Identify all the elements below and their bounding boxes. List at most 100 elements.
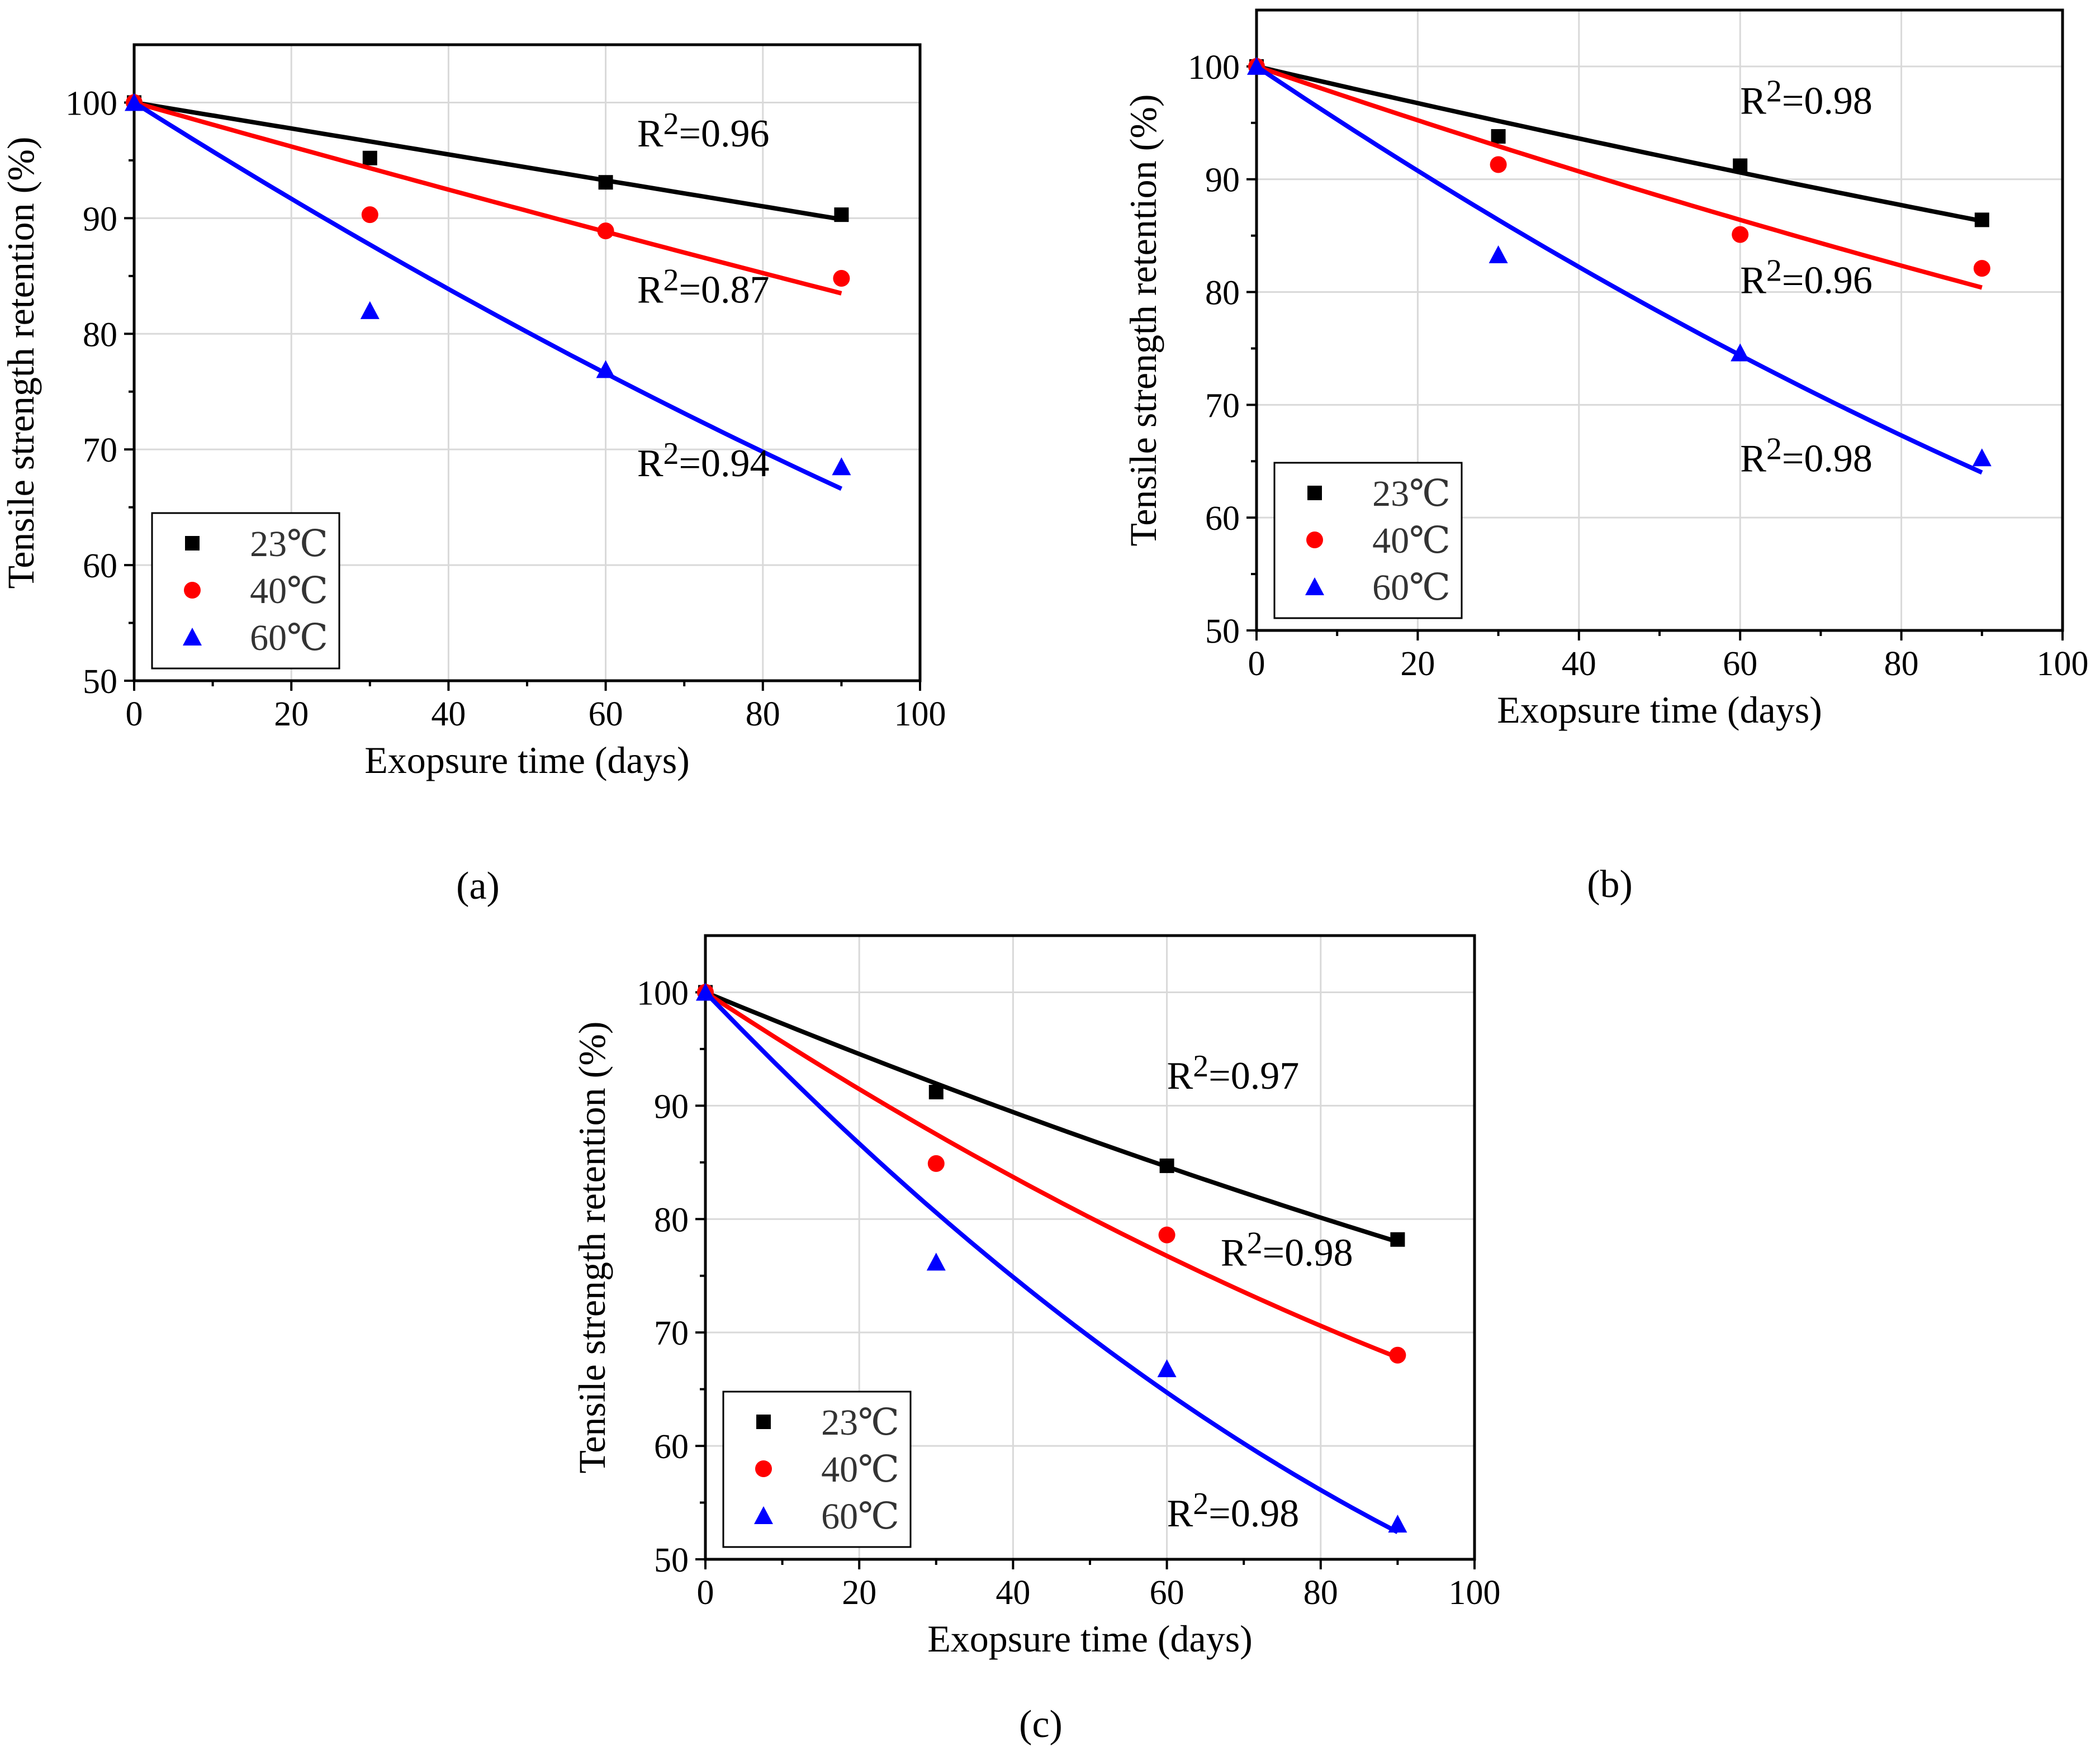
r-squared-label: R2=0.98 — [1740, 74, 1873, 123]
fit-line-circle — [704, 990, 1399, 1360]
legend-label: 23℃ — [1372, 473, 1450, 514]
x-tick-label: 80 — [1884, 645, 1919, 683]
r-squared-label: R2=0.96 — [1740, 254, 1873, 302]
legend-marker-square — [756, 1415, 771, 1429]
r-squared-superscript: 2 — [1193, 1049, 1208, 1084]
r-squared-superscript: 2 — [1766, 431, 1782, 466]
r-squared-symbol: R — [1221, 1231, 1247, 1274]
legend-marker-square — [1307, 486, 1322, 500]
legend-label: 60℃ — [821, 1496, 899, 1537]
x-tick-label: 40 — [1562, 645, 1596, 683]
data-point-triangle — [1247, 56, 1266, 75]
legend-marker-circle — [184, 582, 201, 599]
data-point-square — [1159, 1158, 1174, 1173]
data-point-square — [834, 207, 849, 222]
y-tick-label: 50 — [654, 1541, 689, 1579]
data-point-triangle — [360, 301, 380, 319]
data-point-triangle — [832, 457, 851, 476]
r-squared-value: =0.98 — [1263, 1231, 1353, 1274]
data-point-circle — [597, 222, 614, 240]
r-squared-value: =0.94 — [679, 442, 770, 485]
fit-line-triangle — [132, 101, 843, 491]
legend-label: 23℃ — [250, 524, 328, 564]
r-squared-superscript: 2 — [1193, 1487, 1208, 1521]
r-squared-value: =0.96 — [1782, 259, 1873, 302]
legend-marker-triangle — [1305, 577, 1324, 595]
data-point-square — [928, 1085, 944, 1100]
x-tick-label: 60 — [1723, 645, 1757, 683]
r-squared-label: R2=0.97 — [1167, 1049, 1300, 1098]
data-point-circle — [1389, 1346, 1406, 1364]
y-tick-label: 100 — [65, 84, 117, 122]
y-tick-label: 70 — [83, 431, 117, 469]
r-squared-superscript: 2 — [663, 263, 679, 297]
y-tick-label: 90 — [83, 200, 117, 238]
fit-line-square — [704, 990, 1399, 1244]
x-tick-label: 60 — [1150, 1574, 1184, 1612]
x-tick-label: 40 — [431, 695, 466, 733]
r-squared-value: =0.98 — [1208, 1492, 1299, 1535]
data-point-circle — [927, 1155, 945, 1172]
r-squared-label: R2=0.96 — [637, 107, 770, 155]
data-point-triangle — [926, 1252, 946, 1271]
r-squared-symbol: R — [1167, 1492, 1193, 1535]
x-tick-label: 0 — [697, 1574, 714, 1612]
data-point-circle — [833, 269, 850, 287]
legend-marker-circle — [755, 1460, 772, 1477]
fit-line-square — [134, 100, 842, 222]
chart-panel-c: 0 20 40 60 80 100 50 60 70 80 90 100 Exopsure time (… — [571, 934, 1501, 1660]
data-point-triangle — [1731, 343, 1750, 362]
r-squared-label: R2=0.98 — [1167, 1487, 1300, 1535]
r-squared-value: =0.96 — [679, 112, 770, 155]
data-point-square — [598, 175, 613, 190]
x-tick-label: 0 — [1248, 645, 1265, 683]
data-point-circle — [1490, 156, 1507, 173]
y-tick-label: 50 — [83, 663, 117, 701]
panel-label-a: (a) — [456, 865, 500, 908]
data-point-square — [1390, 1232, 1405, 1247]
r-squared-value: =0.97 — [1208, 1055, 1299, 1098]
r-squared-label: R2=0.94 — [637, 436, 770, 485]
data-point-circle — [361, 206, 378, 224]
r-squared-superscript: 2 — [1766, 254, 1782, 288]
data-point-square — [1974, 212, 1989, 227]
x-tick-label: 80 — [746, 695, 780, 733]
y-tick-label: 90 — [654, 1088, 689, 1126]
r-squared-label: R2=0.98 — [1740, 431, 1873, 480]
x-tick-label: 40 — [996, 1574, 1030, 1612]
r-squared-symbol: R — [637, 268, 663, 311]
legend-label: 40℃ — [821, 1449, 899, 1490]
r-squared-symbol: R — [1740, 259, 1766, 302]
y-tick-label: 90 — [1205, 162, 1240, 200]
r-squared-superscript: 2 — [663, 436, 679, 471]
y-axis-label: Tensile strength retention (%) — [1122, 94, 1164, 546]
y-tick-label: 80 — [83, 316, 117, 354]
x-axis-label: Exopsure time (days) — [927, 1617, 1253, 1660]
r-squared-value: =0.98 — [1782, 80, 1873, 123]
r-squared-label: R2=0.87 — [637, 263, 770, 311]
r-squared-superscript: 2 — [663, 107, 679, 141]
data-point-triangle — [1388, 1515, 1407, 1533]
y-tick-label: 80 — [1205, 274, 1240, 312]
r-squared-symbol: R — [1167, 1055, 1193, 1098]
y-axis-label: Tensile strength retention (%) — [571, 1021, 613, 1473]
legend-marker-square — [185, 536, 200, 551]
legend-label: 23℃ — [821, 1402, 899, 1443]
fit-line-circle — [133, 100, 842, 296]
data-point-circle — [1158, 1226, 1175, 1244]
chart-panel-b: 0 20 40 60 80 100 50 60 70 80 90 100 Exopsure time (… — [1122, 8, 2089, 731]
data-point-triangle — [125, 93, 144, 111]
fit-line-circle — [1255, 64, 1983, 290]
x-tick-label: 100 — [1449, 1574, 1501, 1612]
y-tick-label: 100 — [637, 974, 689, 1012]
r-squared-superscript: 2 — [1247, 1226, 1263, 1260]
y-axis-label: Tensile strength retention (%) — [0, 136, 42, 589]
data-point-triangle — [1972, 448, 1992, 467]
x-tick-label: 0 — [126, 695, 143, 733]
panel-label-b: (b) — [1587, 863, 1633, 906]
fit-line-square — [1256, 64, 1983, 224]
data-point-triangle — [1157, 1359, 1177, 1378]
data-point-square — [1491, 129, 1506, 144]
legend-marker-triangle — [183, 628, 202, 646]
data-point-circle — [1732, 226, 1749, 243]
